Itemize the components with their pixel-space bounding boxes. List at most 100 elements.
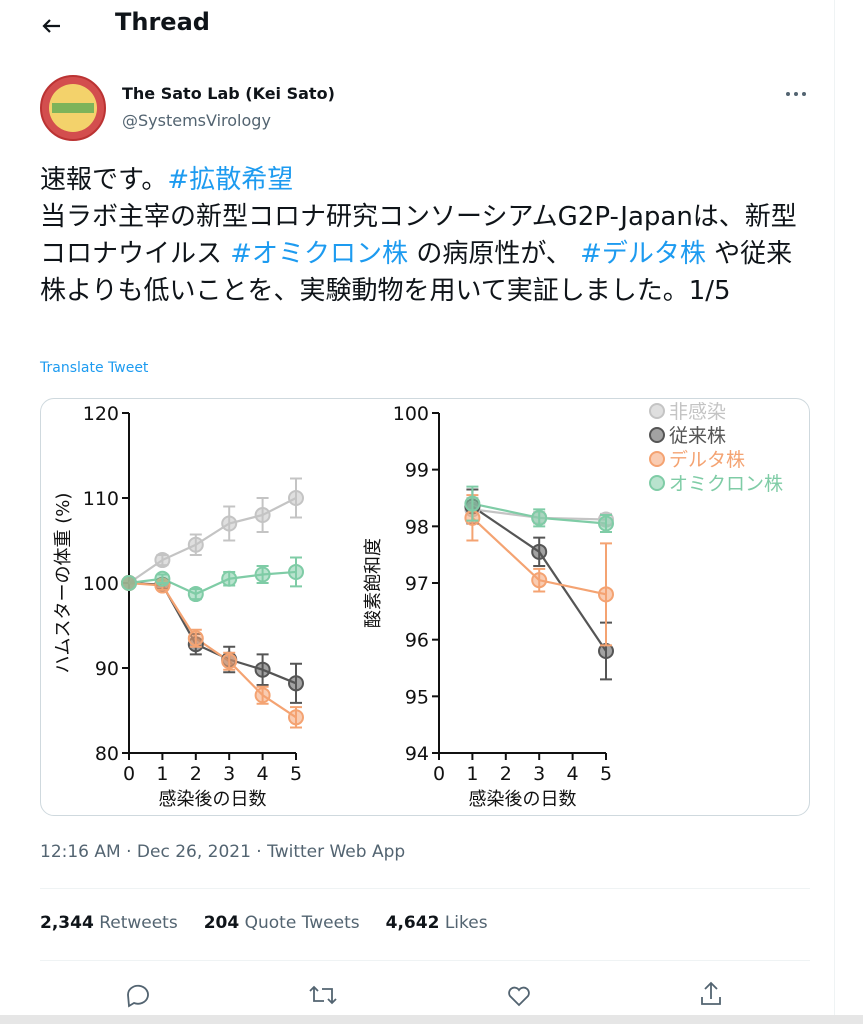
data-point (254, 687, 271, 704)
data-point (187, 630, 204, 647)
author-handle[interactable]: @SystemsVirology (122, 111, 271, 130)
data-point (221, 515, 238, 532)
data-point (254, 661, 271, 678)
text-segment: の病原性が、 (408, 239, 581, 269)
text-segment: 当ラボ主宰の新型コロナ研究コンソーシアムG2P-Japanは、新型コロナウイルス (40, 202, 797, 269)
retweet-icon[interactable] (309, 985, 337, 1005)
series-line (128, 581, 297, 719)
data-point (121, 575, 137, 591)
text-segment: や従来株よりも低いことを、実験動物を用いて実証しました。1/5 (40, 239, 793, 306)
x-tick-label: 2 (190, 763, 202, 785)
metric[interactable]: 4,642 Likes (386, 913, 488, 933)
media-card[interactable]: 80 90 100 110 120 0 1 2 3 4 5 感染後の日数 ハムスターの体重 (%) 94 9… (40, 398, 810, 816)
y-tick-label: 94 (405, 743, 429, 765)
metric[interactable]: 2,344 Retweets (40, 913, 178, 933)
data-point (531, 543, 548, 560)
y-tick-label: 98 (405, 516, 429, 538)
data-point (221, 653, 238, 670)
like-icon[interactable] (508, 986, 530, 1007)
series-line (128, 570, 297, 596)
data-point (288, 563, 304, 580)
header-title: Thread (115, 8, 210, 36)
translate-link[interactable]: Translate Tweet (40, 360, 149, 376)
separator (40, 960, 810, 961)
data-point (531, 572, 548, 589)
y-axis-label: 酸素飽和度 (363, 538, 384, 628)
x-tick-label: 4 (257, 763, 269, 785)
hashtag[interactable]: #オミクロン株 (230, 239, 409, 269)
y-tick-label: 100 (83, 573, 119, 595)
paragraph: 速報です。#拡散希望 (40, 162, 815, 199)
metric-label: Retweets (99, 913, 178, 933)
avatar[interactable] (40, 75, 106, 141)
share-icon[interactable] (701, 981, 721, 1005)
data-point (288, 675, 304, 692)
author-name[interactable]: The Sato Lab (Kei Sato) (122, 84, 335, 103)
data-point (598, 515, 614, 532)
back-arrow[interactable] (38, 12, 66, 40)
legend-label: デルタ株 (669, 449, 745, 471)
data-point (464, 495, 481, 512)
data-point (221, 570, 238, 587)
x-tick-label: 0 (123, 763, 135, 785)
x-tick-label: 3 (533, 763, 545, 785)
series-line (128, 581, 297, 685)
metric[interactable]: 204 Quote Tweets (204, 913, 360, 933)
data-point (254, 507, 271, 523)
metric-label: Quote Tweets (244, 913, 360, 933)
data-point (598, 586, 614, 603)
series-line (128, 497, 297, 584)
action-bar (127, 981, 721, 1008)
data-point (288, 490, 304, 506)
metric-count: 4,642 (385, 913, 440, 933)
data-point (531, 509, 548, 526)
paragraph: 当ラボ主宰の新型コロナ研究コンソーシアムG2P-Japanは、新型コロナウイルス… (40, 199, 815, 310)
legend-label: 従来株 (669, 425, 726, 447)
hashtag[interactable]: #デルタ株 (580, 239, 706, 269)
hashtag[interactable]: #拡散希望 (167, 165, 294, 195)
y-tick-label: 95 (405, 686, 429, 708)
x-tick-label: 0 (433, 763, 445, 785)
data-point (154, 552, 171, 569)
data-point (288, 709, 304, 726)
y-tick-label: 110 (83, 488, 119, 510)
x-tick-label: 2 (500, 763, 512, 785)
data-point (154, 570, 171, 587)
metric-count: 2,344 (40, 913, 94, 933)
y-tick-label: 90 (95, 658, 119, 680)
reply-icon[interactable] (127, 984, 149, 1008)
legend-label: オミクロン株 (669, 473, 783, 495)
separator (40, 888, 810, 889)
metric-label: Likes (444, 913, 488, 933)
x-tick-label: 1 (156, 763, 168, 785)
data-point (254, 566, 271, 583)
sidebar-edge (834, 0, 863, 1024)
y-tick-label: 100 (393, 403, 429, 425)
y-tick-label: 99 (405, 460, 429, 482)
more-menu[interactable] (782, 86, 810, 102)
metric-count: 204 (203, 913, 240, 933)
metrics: 2,344 Retweets 204 Quote Tweets 4,642 Like… (40, 913, 488, 933)
x-tick-label: 3 (223, 763, 235, 785)
x-tick-label: 1 (466, 763, 478, 785)
bottom-bar (0, 1015, 863, 1024)
timestamp: 12:16 AM · Dec 26, 2021 · Twitter Web Ap… (40, 842, 406, 862)
x-tick-label: 4 (567, 763, 579, 785)
legend-label: 非感染 (669, 401, 726, 423)
legend-marker (649, 427, 665, 443)
y-axis-label: ハムスターの体重 (%) (53, 493, 74, 674)
legend-marker (649, 403, 665, 419)
x-tick-label: 5 (600, 763, 612, 785)
text-segment: 速報です。 (40, 165, 168, 195)
x-tick-label: 5 (290, 763, 302, 785)
data-point (187, 586, 204, 603)
y-tick-label: 120 (83, 403, 119, 425)
y-tick-label: 96 (405, 630, 429, 652)
data-point (187, 536, 204, 553)
legend-marker (649, 475, 665, 491)
y-tick-label: 80 (95, 743, 119, 765)
tweet-text: 速報です。#拡散希望 当ラボ主宰の新型コロナ研究コンソーシアムG2P-Japanは… (40, 162, 815, 310)
x-axis-label: 感染後の日数 (469, 789, 577, 810)
